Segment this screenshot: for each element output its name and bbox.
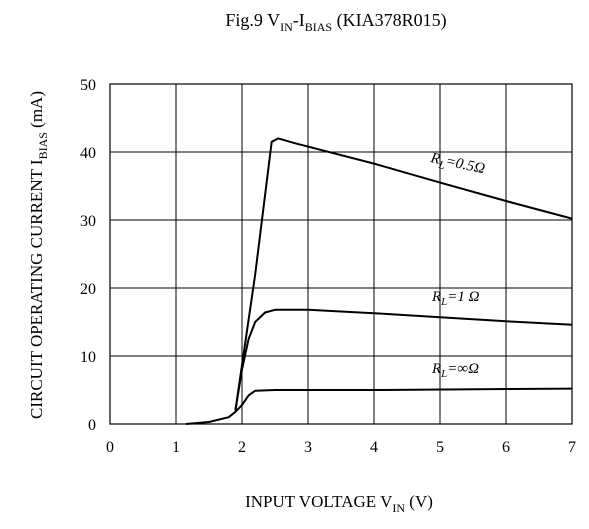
x-tick-label: 5 — [436, 439, 444, 456]
x-tick-label: 3 — [304, 439, 312, 456]
y-tick-label: 0 — [88, 417, 96, 434]
series-lines — [185, 137, 573, 425]
x-axis-label: INPUT VOLTAGE VIN (V) — [245, 492, 433, 515]
chart-title: Fig.9 VIN-IBIAS (KIA378R015) — [225, 10, 446, 34]
x-tick-label: 7 — [568, 439, 576, 456]
series-label-2: RL=∞Ω — [431, 361, 479, 380]
y-tick-label: 10 — [80, 349, 96, 366]
x-tick-label: 2 — [238, 439, 246, 456]
x-tick-label: 4 — [370, 439, 378, 456]
series-line-2 — [185, 387, 573, 425]
y-tick-label: 50 — [80, 77, 96, 94]
y-tick-label: 30 — [80, 213, 96, 230]
x-tick-label: 6 — [502, 439, 510, 456]
y-axis-label: CIRCUIT OPERATING CURRENT IBIAS (mA) — [27, 91, 50, 419]
tick-labels: 0 1 2 3 4 5 6 7 0 10 20 30 40 50 — [80, 77, 576, 456]
x-tick-label: 0 — [106, 439, 114, 456]
grid — [110, 84, 572, 424]
y-tick-label: 40 — [80, 145, 96, 162]
series-label-0: RL=0.5Ω — [428, 150, 487, 180]
series-line-1 — [234, 308, 573, 411]
series-line-0 — [234, 137, 573, 411]
series-label-1: RL=1 Ω — [431, 289, 480, 308]
plot-frame — [109, 83, 573, 425]
y-tick-label: 20 — [80, 281, 96, 298]
x-tick-label: 1 — [172, 439, 180, 456]
